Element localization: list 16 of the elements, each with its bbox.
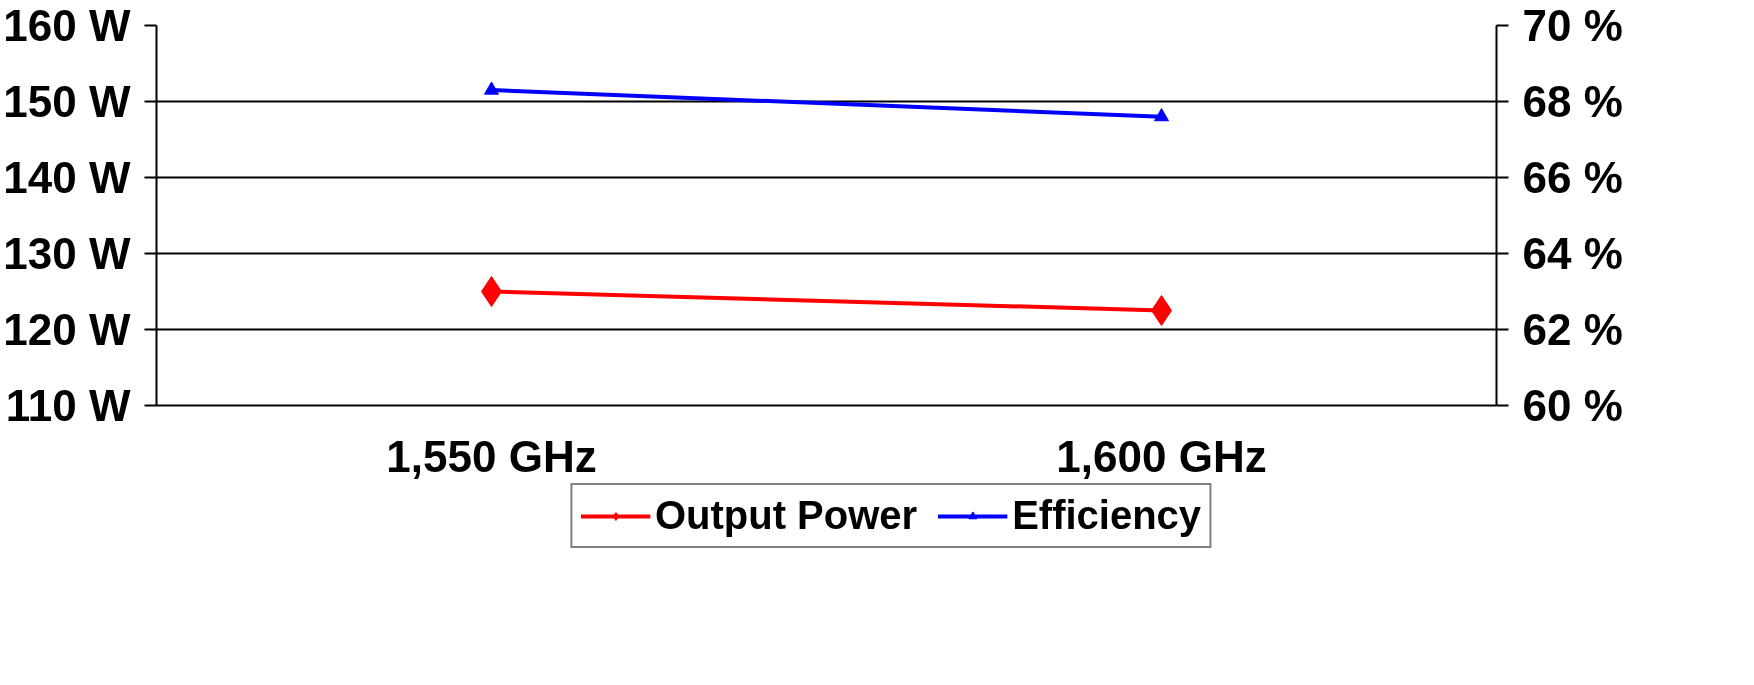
y2-tick-label: 66 % — [1522, 153, 1623, 202]
y2-tick-label: 64 % — [1522, 229, 1623, 278]
x-tick-label: 1,600 GHz — [1056, 431, 1267, 481]
y2-tick-label: 70 % — [1522, 1, 1623, 50]
y-tick-label: 160 W — [3, 1, 131, 50]
y2-tick-label: 68 % — [1522, 77, 1623, 126]
y-tick-label: 140 W — [3, 153, 131, 202]
y-tick-label: 130 W — [3, 229, 131, 278]
y2-tick-label: 62 % — [1522, 305, 1623, 354]
x-tick-label: 1,550 GHz — [386, 431, 597, 481]
legend-label: Efficiency — [1012, 493, 1202, 538]
legend-label: Output Power — [654, 493, 918, 538]
y2-tick-label: 60 % — [1522, 381, 1623, 430]
y-tick-label: 110 W — [5, 381, 131, 430]
y-tick-label: 120 W — [3, 305, 131, 354]
y-tick-label: 150 W — [3, 77, 131, 126]
